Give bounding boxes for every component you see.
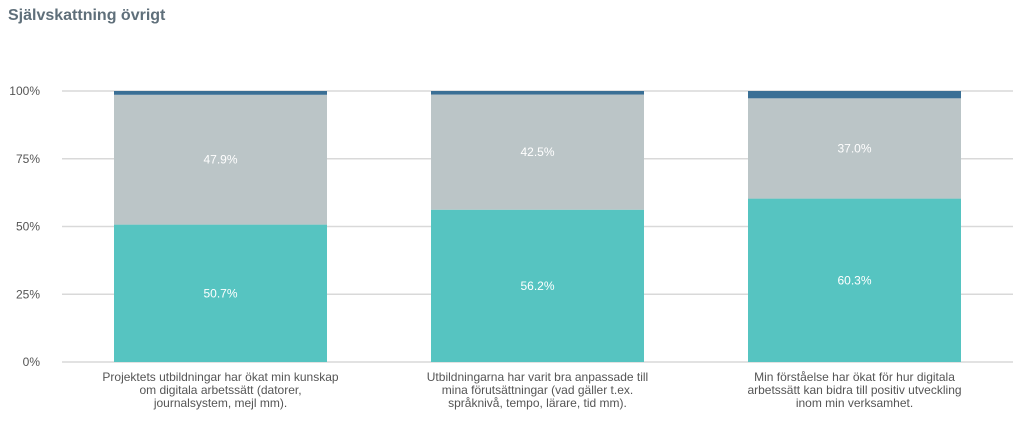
- category-label: Min förståelse har ökat för hur digitala…: [747, 370, 961, 410]
- y-tick-label: 0%: [23, 355, 41, 369]
- data-label: 56.2%: [520, 279, 554, 293]
- data-label: 50.7%: [203, 286, 237, 300]
- bar-segment: [748, 198, 961, 362]
- y-tick-label: 50%: [16, 220, 40, 234]
- category-label-line: arbetssätt kan bidra till positiv utveck…: [747, 383, 961, 397]
- category-label-line: Projektets utbildningar har ökat min kun…: [102, 370, 338, 384]
- category-label-line: om digitala arbetssätt (datorer,: [139, 383, 301, 397]
- bar-segment: [114, 94, 327, 225]
- category-label: Utbildningarna har varit bra anpassade t…: [427, 370, 648, 410]
- bar-segment: [431, 91, 644, 95]
- category-label-line: mina förutsättningar (vad gäller t.ex.: [442, 383, 633, 397]
- bar-segment: [431, 209, 644, 362]
- y-tick-label: 25%: [16, 287, 40, 301]
- data-label: 37.0%: [837, 141, 871, 155]
- bar-segment: [431, 94, 644, 210]
- category-label: Projektets utbildningar har ökat min kun…: [102, 370, 338, 410]
- category-label-line: journalsystem, mejl mm).: [153, 396, 287, 410]
- bar-segment: [748, 91, 961, 99]
- data-label: 60.3%: [837, 273, 871, 287]
- y-tick-label: 75%: [16, 152, 40, 166]
- y-tick-label: 100%: [9, 84, 40, 98]
- category-label-line: Min förståelse har ökat för hur digitala: [754, 370, 955, 384]
- bar-segment: [748, 98, 961, 199]
- category-label-line: inom min verksamhet.: [796, 396, 913, 410]
- data-label: 47.9%: [203, 153, 237, 167]
- data-label: 42.5%: [520, 145, 554, 159]
- category-label-line: Utbildningarna har varit bra anpassade t…: [427, 370, 648, 384]
- category-label-line: språknivå, tempo, lärare, tid mm).: [448, 396, 627, 410]
- bar-segment: [114, 91, 327, 95]
- chart-title: Självskattning övrigt: [8, 7, 166, 24]
- bar-segment: [114, 224, 327, 362]
